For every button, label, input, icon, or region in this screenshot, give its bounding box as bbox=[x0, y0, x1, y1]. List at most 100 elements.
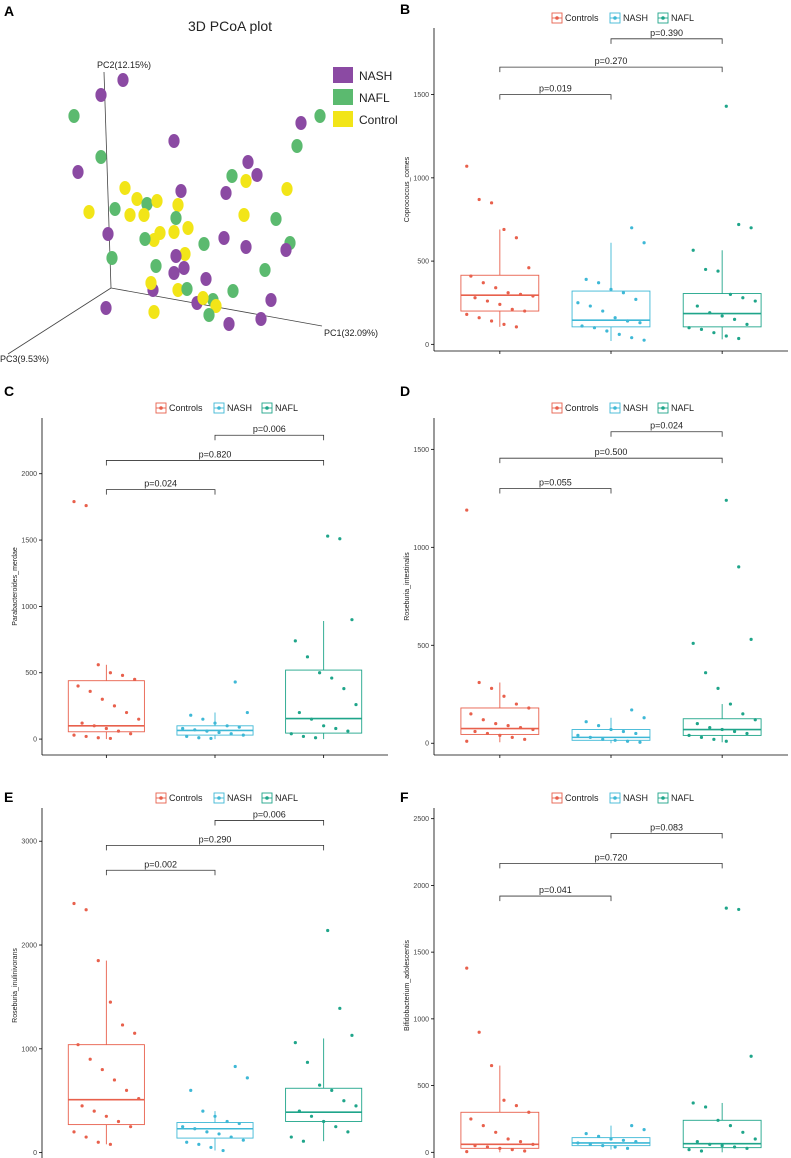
point-b-controls-7 bbox=[481, 281, 485, 285]
pcoa-points bbox=[68, 73, 326, 331]
y-tick-label-c-2000: 2000 bbox=[21, 471, 37, 478]
pcoa-point-3 bbox=[95, 150, 107, 164]
point-e-nash-13 bbox=[185, 1140, 189, 1144]
point-e-nash-14 bbox=[197, 1142, 201, 1146]
point-d-controls-15 bbox=[510, 735, 514, 739]
point-f-nafl-11 bbox=[720, 1144, 724, 1148]
pcoa-point-5 bbox=[168, 134, 180, 148]
comparison-c-2-bracket bbox=[214, 434, 325, 441]
point-e-nash-5 bbox=[225, 1119, 229, 1124]
comparison-c-0-label: p=0.024 bbox=[144, 479, 177, 489]
point-c-controls-20 bbox=[108, 736, 112, 741]
point-b-controls-14 bbox=[498, 302, 502, 306]
comparison-b-2-label: p=0.390 bbox=[650, 28, 683, 38]
pcoa-point-61 bbox=[83, 205, 95, 219]
pcoa-legend-nafl-swatch bbox=[333, 89, 353, 105]
pcoa-point-20 bbox=[124, 208, 136, 222]
point-f-nafl-7 bbox=[741, 1130, 745, 1134]
point-c-nafl-15 bbox=[301, 734, 306, 739]
y-axis-label-e: Roseburia_inulinivorans bbox=[12, 948, 19, 1023]
pcoa-point-52 bbox=[265, 293, 277, 307]
legend-label-b-nash: NASH bbox=[623, 13, 648, 23]
legend-label-f-nafl: NAFL bbox=[671, 793, 694, 803]
pcoa-point-17 bbox=[131, 192, 143, 206]
y-tick-label-b-1500: 1500 bbox=[413, 92, 429, 99]
pcoa-point-58 bbox=[255, 312, 267, 326]
point-e-controls-13 bbox=[92, 1109, 96, 1113]
comparison-d-1-bracket bbox=[499, 457, 723, 464]
point-c-nafl-7 bbox=[342, 687, 346, 691]
point-c-controls-18 bbox=[84, 734, 88, 739]
point-c-controls-7 bbox=[88, 689, 92, 693]
point-d-nash-5 bbox=[621, 729, 626, 734]
y-tick-label-b-500: 500 bbox=[417, 259, 429, 266]
box-e-nash bbox=[176, 1122, 254, 1139]
pcoa-point-40 bbox=[179, 247, 191, 261]
point-e-controls-6 bbox=[76, 1043, 80, 1047]
pcoa-point-30 bbox=[182, 221, 194, 235]
box-e-controls bbox=[67, 1044, 145, 1126]
y-axis-label-f: Bifidobacterium_adolescentis bbox=[404, 939, 411, 1031]
comparison-e-1-bracket bbox=[105, 844, 325, 851]
point-e-nafl-12 bbox=[334, 1125, 338, 1129]
point-e-nafl-10 bbox=[309, 1114, 314, 1118]
y-tick-label-d-0: 0 bbox=[425, 741, 429, 748]
pcoa-point-0 bbox=[95, 88, 107, 102]
pcoa-pc3-label: PC3(9.53%) bbox=[0, 354, 49, 364]
comparison-b-1-label: p=0.270 bbox=[595, 56, 628, 66]
box-d-nafl bbox=[682, 718, 762, 736]
panel-letter-d: D bbox=[400, 383, 410, 399]
point-d-nash-10 bbox=[613, 738, 617, 742]
y-tick-label-d-1500: 1500 bbox=[413, 447, 429, 454]
point-b-nafl-10 bbox=[708, 311, 712, 315]
point-b-nafl-9 bbox=[695, 304, 699, 308]
point-b-nash-17 bbox=[630, 336, 634, 340]
point-e-controls-1 bbox=[84, 908, 88, 912]
comparison-f-2-label: p=0.083 bbox=[650, 822, 683, 832]
pcoa-point-47 bbox=[172, 283, 184, 297]
y-tick-label-e-1000: 1000 bbox=[21, 1046, 37, 1053]
point-c-controls-6 bbox=[76, 684, 80, 688]
point-d-nafl-0 bbox=[724, 498, 728, 502]
point-e-nash-7 bbox=[181, 1125, 185, 1129]
point-d-controls-3 bbox=[502, 694, 506, 698]
point-c-nash-14 bbox=[197, 736, 201, 740]
y-tick-label-d-500: 500 bbox=[417, 643, 429, 650]
point-e-controls-15 bbox=[116, 1119, 121, 1124]
point-d-nafl-13 bbox=[745, 731, 749, 736]
point-c-nash-9 bbox=[205, 729, 209, 733]
panel-letter-e: E bbox=[4, 789, 13, 805]
point-e-controls-16 bbox=[129, 1125, 133, 1129]
comparison-c-1-label: p=0.820 bbox=[199, 449, 232, 459]
legend-label-f-controls: Controls bbox=[565, 793, 599, 803]
legend-key-dot-f-nafl bbox=[661, 796, 665, 800]
point-f-controls-1 bbox=[477, 1030, 481, 1034]
point-f-controls-0 bbox=[465, 966, 469, 970]
point-b-nash-16 bbox=[617, 332, 621, 336]
pcoa-point-44 bbox=[150, 259, 162, 273]
legend-label-e-nash: NASH bbox=[227, 793, 252, 803]
point-f-nafl-15 bbox=[699, 1149, 704, 1153]
point-d-nafl-16 bbox=[712, 737, 716, 741]
panel-letter-c: C bbox=[4, 383, 14, 399]
point-b-controls-6 bbox=[469, 274, 473, 278]
comparison-f-2-bracket bbox=[610, 832, 723, 839]
point-b-controls-16 bbox=[523, 309, 527, 313]
point-f-controls-14 bbox=[498, 1146, 502, 1150]
point-d-nash-2 bbox=[584, 720, 588, 724]
y-tick-label-f-0: 0 bbox=[425, 1150, 429, 1157]
pcoa-point-46 bbox=[145, 276, 157, 290]
point-b-nafl-13 bbox=[745, 322, 749, 326]
point-e-nash-6 bbox=[237, 1121, 241, 1126]
point-f-nash-5 bbox=[621, 1138, 626, 1142]
pcoa-point-48 bbox=[181, 282, 193, 296]
pcoa-point-31 bbox=[198, 237, 210, 251]
point-b-controls-15 bbox=[510, 307, 514, 311]
point-e-nash-4 bbox=[213, 1114, 217, 1118]
point-c-controls-15 bbox=[116, 729, 121, 733]
pcoa-legend-nafl-label: NAFL bbox=[359, 91, 390, 105]
pcoa-point-9 bbox=[242, 155, 254, 169]
point-b-nash-10 bbox=[613, 316, 617, 320]
box-c-controls bbox=[67, 680, 145, 733]
point-e-nafl-7 bbox=[342, 1099, 346, 1103]
